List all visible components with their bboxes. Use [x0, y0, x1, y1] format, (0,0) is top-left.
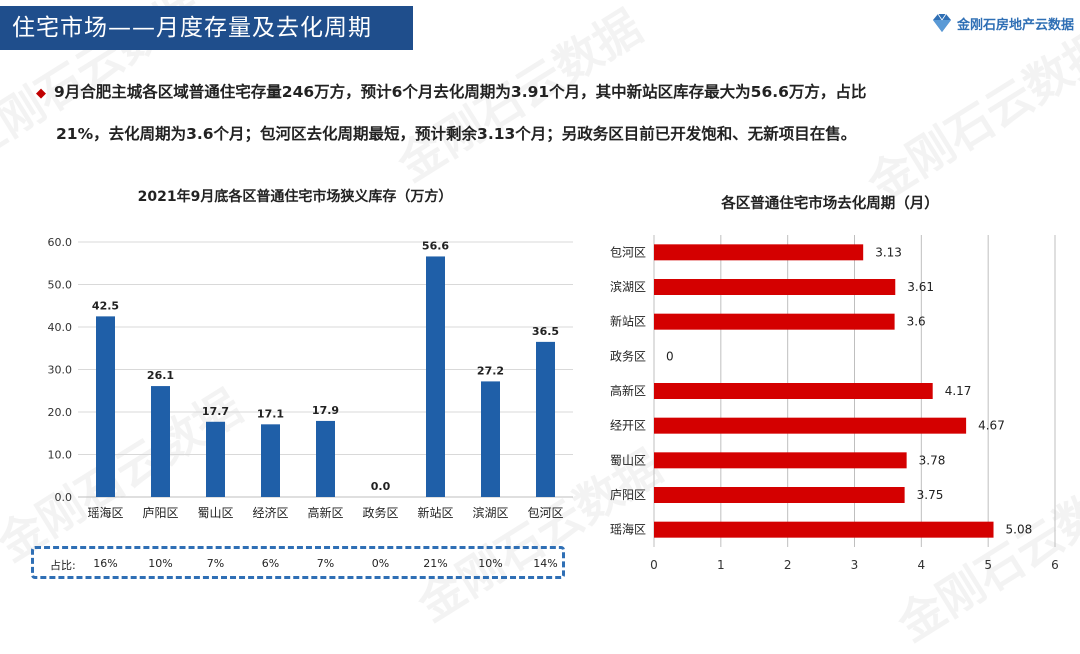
cycle-chart-title: 各区普通住宅市场去化周期（月） [721, 196, 939, 212]
summary-line-1: 9月合肥主城各区域普通住宅存量246万方，预计6个月去化周期为3.91个月，其中… [54, 83, 867, 101]
data-label: 27.2 [477, 364, 504, 377]
y-tick-label: 40.0 [48, 321, 73, 334]
share-value: 14% [533, 557, 558, 570]
inventory-chart-title: 2021年9月底各区普通住宅市场狭义库存（万方） [137, 189, 453, 205]
y-tick-label: 滨湖区 [610, 279, 646, 294]
data-label: 5.08 [1006, 523, 1033, 537]
y-tick-label: 60.0 [48, 236, 73, 249]
x-tick-label: 1 [717, 558, 725, 572]
bar [654, 313, 895, 330]
bar [654, 487, 905, 503]
x-tick-label: 瑶海区 [87, 505, 123, 520]
cycle-bar-chart: 0 1 2 3 4 5 6 3.13 包河区 3.61 滨湖区 3.6 新站区 0 政务区 4.17 高新区 4.… [610, 235, 1059, 572]
share-value: 6% [261, 557, 280, 570]
bar [316, 420, 335, 497]
data-label: 17.7 [202, 405, 229, 418]
x-tick-label: 政务区 [362, 505, 398, 520]
inventory-bar-chart: 0.0 10.0 20.0 30.0 40.0 50.0 60.0 42.5 瑶海区 26.1 庐阳… [48, 236, 573, 520]
bar [536, 341, 555, 497]
bar [654, 279, 896, 295]
y-tick-label: 30.0 [48, 364, 73, 377]
data-label: 4.67 [978, 419, 1005, 433]
logo: 金刚石房地产云数据 [931, 12, 1074, 34]
y-tick-label: 瑶海区 [610, 522, 646, 537]
y-tick-label: 10.0 [48, 449, 73, 462]
diamond-logo-icon [932, 13, 951, 32]
share-value: 21% [423, 557, 448, 570]
x-tick-label: 经济区 [252, 505, 288, 520]
y-tick-label: 50.0 [48, 279, 73, 292]
x-tick-label: 3 [851, 558, 859, 572]
x-tick-label: 2 [784, 558, 792, 572]
data-label: 3.61 [907, 280, 934, 294]
data-label: 36.5 [532, 325, 559, 338]
data-label: 3.6 [907, 315, 926, 329]
bar [426, 256, 445, 497]
bar [654, 521, 994, 538]
x-tick-label: 庐阳区 [142, 505, 178, 520]
data-label: 56.6 [422, 239, 449, 252]
y-tick-label: 高新区 [610, 383, 646, 398]
share-value: 10% [478, 557, 503, 570]
bar [206, 421, 225, 497]
x-tick-label: 新站区 [417, 505, 453, 520]
share-value: 16% [93, 557, 118, 570]
bar [261, 424, 280, 497]
logo-text: 金刚石房地产云数据 [956, 17, 1074, 33]
share-value: 10% [148, 557, 173, 570]
y-tick-label: 包河区 [610, 245, 646, 259]
bar [654, 452, 907, 469]
bar [654, 383, 933, 399]
x-tick-label: 包河区 [527, 506, 563, 520]
y-tick-label: 政务区 [610, 348, 646, 363]
bar [481, 381, 500, 497]
bar [654, 244, 864, 261]
y-tick-label: 蜀山区 [610, 453, 646, 467]
data-label: 17.9 [312, 404, 339, 417]
x-tick-label: 滨湖区 [472, 505, 508, 520]
data-label: 3.75 [917, 488, 944, 502]
y-tick-label: 20.0 [48, 406, 73, 419]
data-label: 42.5 [92, 299, 119, 312]
data-label: 4.17 [945, 384, 972, 398]
y-tick-label: 0.0 [55, 491, 73, 504]
x-tick-label: 5 [984, 558, 992, 572]
share-value: 7% [206, 557, 225, 570]
data-label: 17.1 [257, 407, 284, 420]
share-value: 7% [316, 557, 335, 570]
x-tick-label: 蜀山区 [197, 506, 233, 520]
data-label: 0.0 [371, 480, 391, 493]
summary-line-2: 21%，去化周期为3.6个月；包河区去化周期最短，预计剩余3.13个月；另政务区… [56, 125, 857, 143]
x-tick-label: 0 [650, 558, 658, 572]
y-tick-label: 经开区 [610, 419, 646, 433]
x-tick-label: 4 [918, 558, 926, 572]
x-tick-label: 6 [1051, 558, 1059, 572]
bar [151, 386, 170, 497]
page-title: 住宅市场——月度存量及去化周期 [0, 6, 413, 50]
bar [654, 417, 967, 434]
bar [96, 316, 115, 497]
share-label: 占比: [50, 559, 76, 572]
data-label: 3.78 [919, 453, 946, 467]
share-row: 占比: 16% 10% 7% 6% 7% 0% 21% 10% 14% [31, 546, 565, 579]
data-label: 26.1 [147, 369, 174, 382]
y-tick-label: 庐阳区 [610, 487, 646, 502]
y-tick-label: 新站区 [610, 314, 646, 329]
x-tick-label: 高新区 [307, 505, 343, 520]
share-value: 0% [371, 557, 390, 570]
summary-text: ◆ 9月合肥主城各区域普通住宅存量246万方，预计6个月去化周期为3.91个月，其… [36, 72, 1056, 155]
data-label: 0 [666, 349, 674, 363]
diamond-bullet-icon: ◆ [36, 86, 46, 101]
data-label: 3.13 [875, 245, 902, 259]
